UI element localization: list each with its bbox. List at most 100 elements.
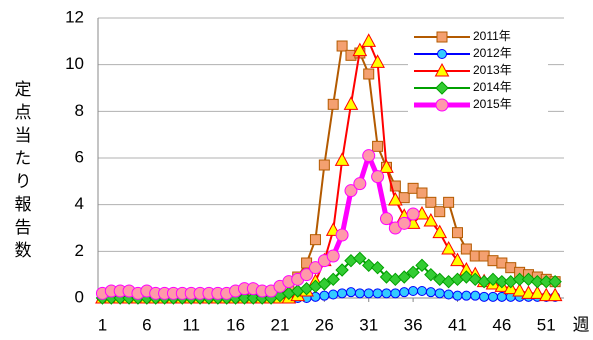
data-point (470, 290, 481, 301)
data-point (353, 177, 367, 191)
data-point (370, 54, 385, 68)
data-point (512, 272, 527, 287)
x-tick-label: 31 (359, 315, 378, 334)
legend-label: 2014年 (473, 80, 512, 94)
data-point (487, 291, 498, 302)
data-point (416, 286, 427, 296)
data-point (408, 286, 419, 296)
legend-marker (437, 49, 447, 59)
data-point (379, 159, 394, 173)
data-point (434, 288, 445, 299)
data-point (460, 243, 472, 255)
data-point (390, 288, 401, 299)
y-axis-label: 定点当たり報告数 (12, 80, 32, 264)
data-point (424, 267, 438, 282)
data-point (441, 240, 456, 255)
data-point (319, 290, 330, 301)
data-point (461, 290, 472, 301)
data-point (397, 270, 411, 284)
data-point (416, 187, 428, 199)
data-point (425, 287, 436, 298)
x-tick-label: 41 (448, 315, 467, 334)
data-point (379, 212, 393, 226)
data-point (425, 196, 437, 208)
data-point (479, 291, 490, 302)
data-point (335, 228, 349, 242)
data-point (432, 224, 448, 239)
data-point (363, 68, 375, 80)
data-point (352, 42, 368, 57)
data-point (538, 287, 554, 302)
data-point (443, 289, 454, 300)
data-point (388, 191, 403, 206)
x-axis-label: 週 (573, 315, 590, 334)
data-point (317, 277, 332, 291)
legend-marker (436, 31, 448, 43)
y-tick-label: 0 (75, 287, 84, 306)
data-point (389, 180, 401, 192)
data-point (547, 287, 563, 302)
y-tick-label: 8 (75, 101, 84, 120)
data-point (443, 196, 455, 208)
data-point (335, 263, 349, 277)
x-tick-label: 6 (142, 315, 151, 334)
data-point (309, 234, 321, 246)
x-tick-label: 16 (226, 315, 245, 334)
data-point (370, 260, 385, 275)
data-point (337, 288, 348, 299)
legend-label: 2011年 (473, 29, 511, 43)
data-point (450, 252, 465, 267)
legend-marker (435, 98, 449, 112)
legend-label: 2012年 (473, 46, 512, 60)
data-point (318, 159, 330, 171)
data-point (371, 170, 385, 184)
data-point (530, 285, 545, 299)
data-point (451, 227, 463, 239)
x-tick-label: 46 (492, 315, 511, 334)
data-point (353, 251, 367, 266)
data-point (398, 192, 410, 204)
data-point (300, 268, 314, 282)
data-point (423, 212, 439, 227)
data-point (326, 272, 340, 287)
data-point (327, 98, 339, 110)
data-point (406, 207, 420, 221)
data-point (345, 287, 356, 298)
data-point (246, 291, 261, 305)
series-line (101, 153, 415, 296)
data-point (343, 96, 359, 110)
data-point (326, 249, 340, 263)
data-point (308, 261, 322, 275)
data-point (434, 206, 446, 218)
data-point (363, 288, 374, 299)
x-tick-label: 11 (182, 315, 200, 334)
x-tick-label: 21 (271, 315, 290, 334)
legend-marker (434, 62, 450, 77)
x-tick-label: 36 (404, 315, 423, 334)
data-point (237, 291, 252, 305)
y-tick-label: 12 (65, 7, 84, 26)
data-point (512, 282, 527, 297)
data-point (406, 265, 420, 280)
data-point (334, 152, 350, 166)
y-tick-label: 4 (75, 194, 84, 213)
data-point (381, 288, 392, 299)
data-point (362, 149, 376, 163)
legend-label: 2015年 (473, 97, 512, 111)
y-tick-label: 6 (75, 147, 84, 166)
data-point (521, 285, 536, 299)
data-point (539, 274, 553, 289)
data-point (372, 288, 383, 299)
legend-marker (435, 81, 449, 95)
y-tick-label: 10 (65, 54, 84, 73)
data-point (328, 289, 339, 300)
x-tick-label: 51 (537, 315, 556, 334)
data-point (452, 290, 463, 301)
x-tick-label: 1 (98, 315, 107, 334)
x-tick-label: 26 (315, 315, 334, 334)
data-point (548, 274, 562, 289)
data-point (399, 287, 410, 298)
data-point (530, 274, 545, 289)
data-point (354, 288, 365, 299)
